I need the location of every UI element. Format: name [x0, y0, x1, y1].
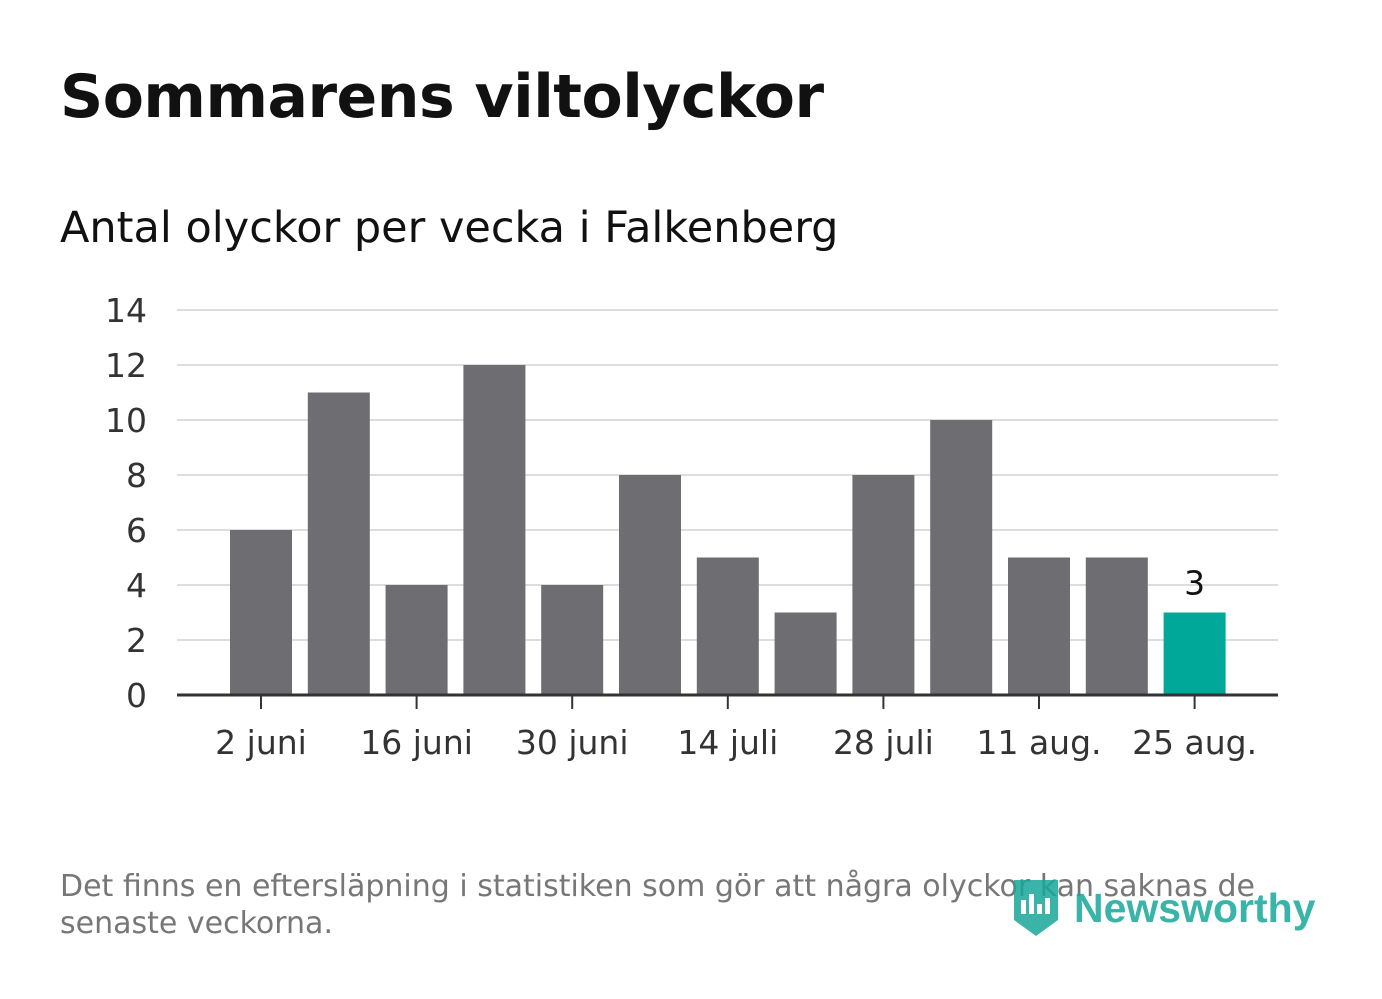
y-tick-label: 8: [126, 456, 147, 495]
axes: [177, 693, 1278, 709]
bar: [930, 420, 993, 695]
bar: [463, 365, 526, 695]
bar: [307, 392, 370, 695]
x-tick-label: 16 juni: [360, 723, 473, 762]
x-tick-label: 14 juli: [677, 723, 778, 762]
labels: 0 2 4 6 8 10 12 14 2 juni 16 juni 30 juni 14 juli 28…: [105, 291, 1257, 762]
x-tick-label: 30 juni: [516, 723, 629, 762]
bar: [1085, 557, 1148, 695]
newsworthy-logo-icon: [1014, 880, 1058, 936]
bar: [385, 585, 448, 695]
x-tick-label: 11 aug.: [976, 723, 1101, 762]
brand-logo: Newsworthy: [1010, 876, 1316, 940]
y-tick-label: 2: [126, 621, 147, 660]
bar-chart: 0 2 4 6 8 10 12 14 2 juni 16 juni 30 juni 14 juli 28…: [105, 291, 1278, 762]
bar: [619, 475, 681, 695]
brand-name: Newsworthy: [1074, 884, 1316, 931]
chart-subtitle: Antal olyckor per vecka i Falkenberg: [60, 203, 839, 253]
bar: [696, 557, 759, 695]
bar: [541, 585, 604, 695]
y-tick-label: 4: [126, 566, 147, 605]
y-tick-label: 6: [126, 511, 147, 550]
chart-title: Sommarens viltolyckor: [60, 62, 824, 132]
x-tick-label: 25 aug.: [1132, 723, 1257, 762]
bar: [230, 530, 292, 695]
y-tick-label: 14: [105, 291, 147, 330]
bar: [852, 475, 915, 695]
y-tick-label: 10: [105, 401, 147, 440]
y-tick-label: 0: [126, 676, 147, 715]
bars: [230, 365, 1226, 695]
x-tick-label: 28 juli: [833, 723, 934, 762]
y-tick-label: 12: [105, 346, 147, 385]
bar: [774, 612, 837, 695]
bar: [1163, 612, 1226, 695]
data-label: 3: [1184, 564, 1205, 603]
x-tick-label: 2 juni: [215, 723, 307, 762]
bar: [1008, 557, 1070, 695]
